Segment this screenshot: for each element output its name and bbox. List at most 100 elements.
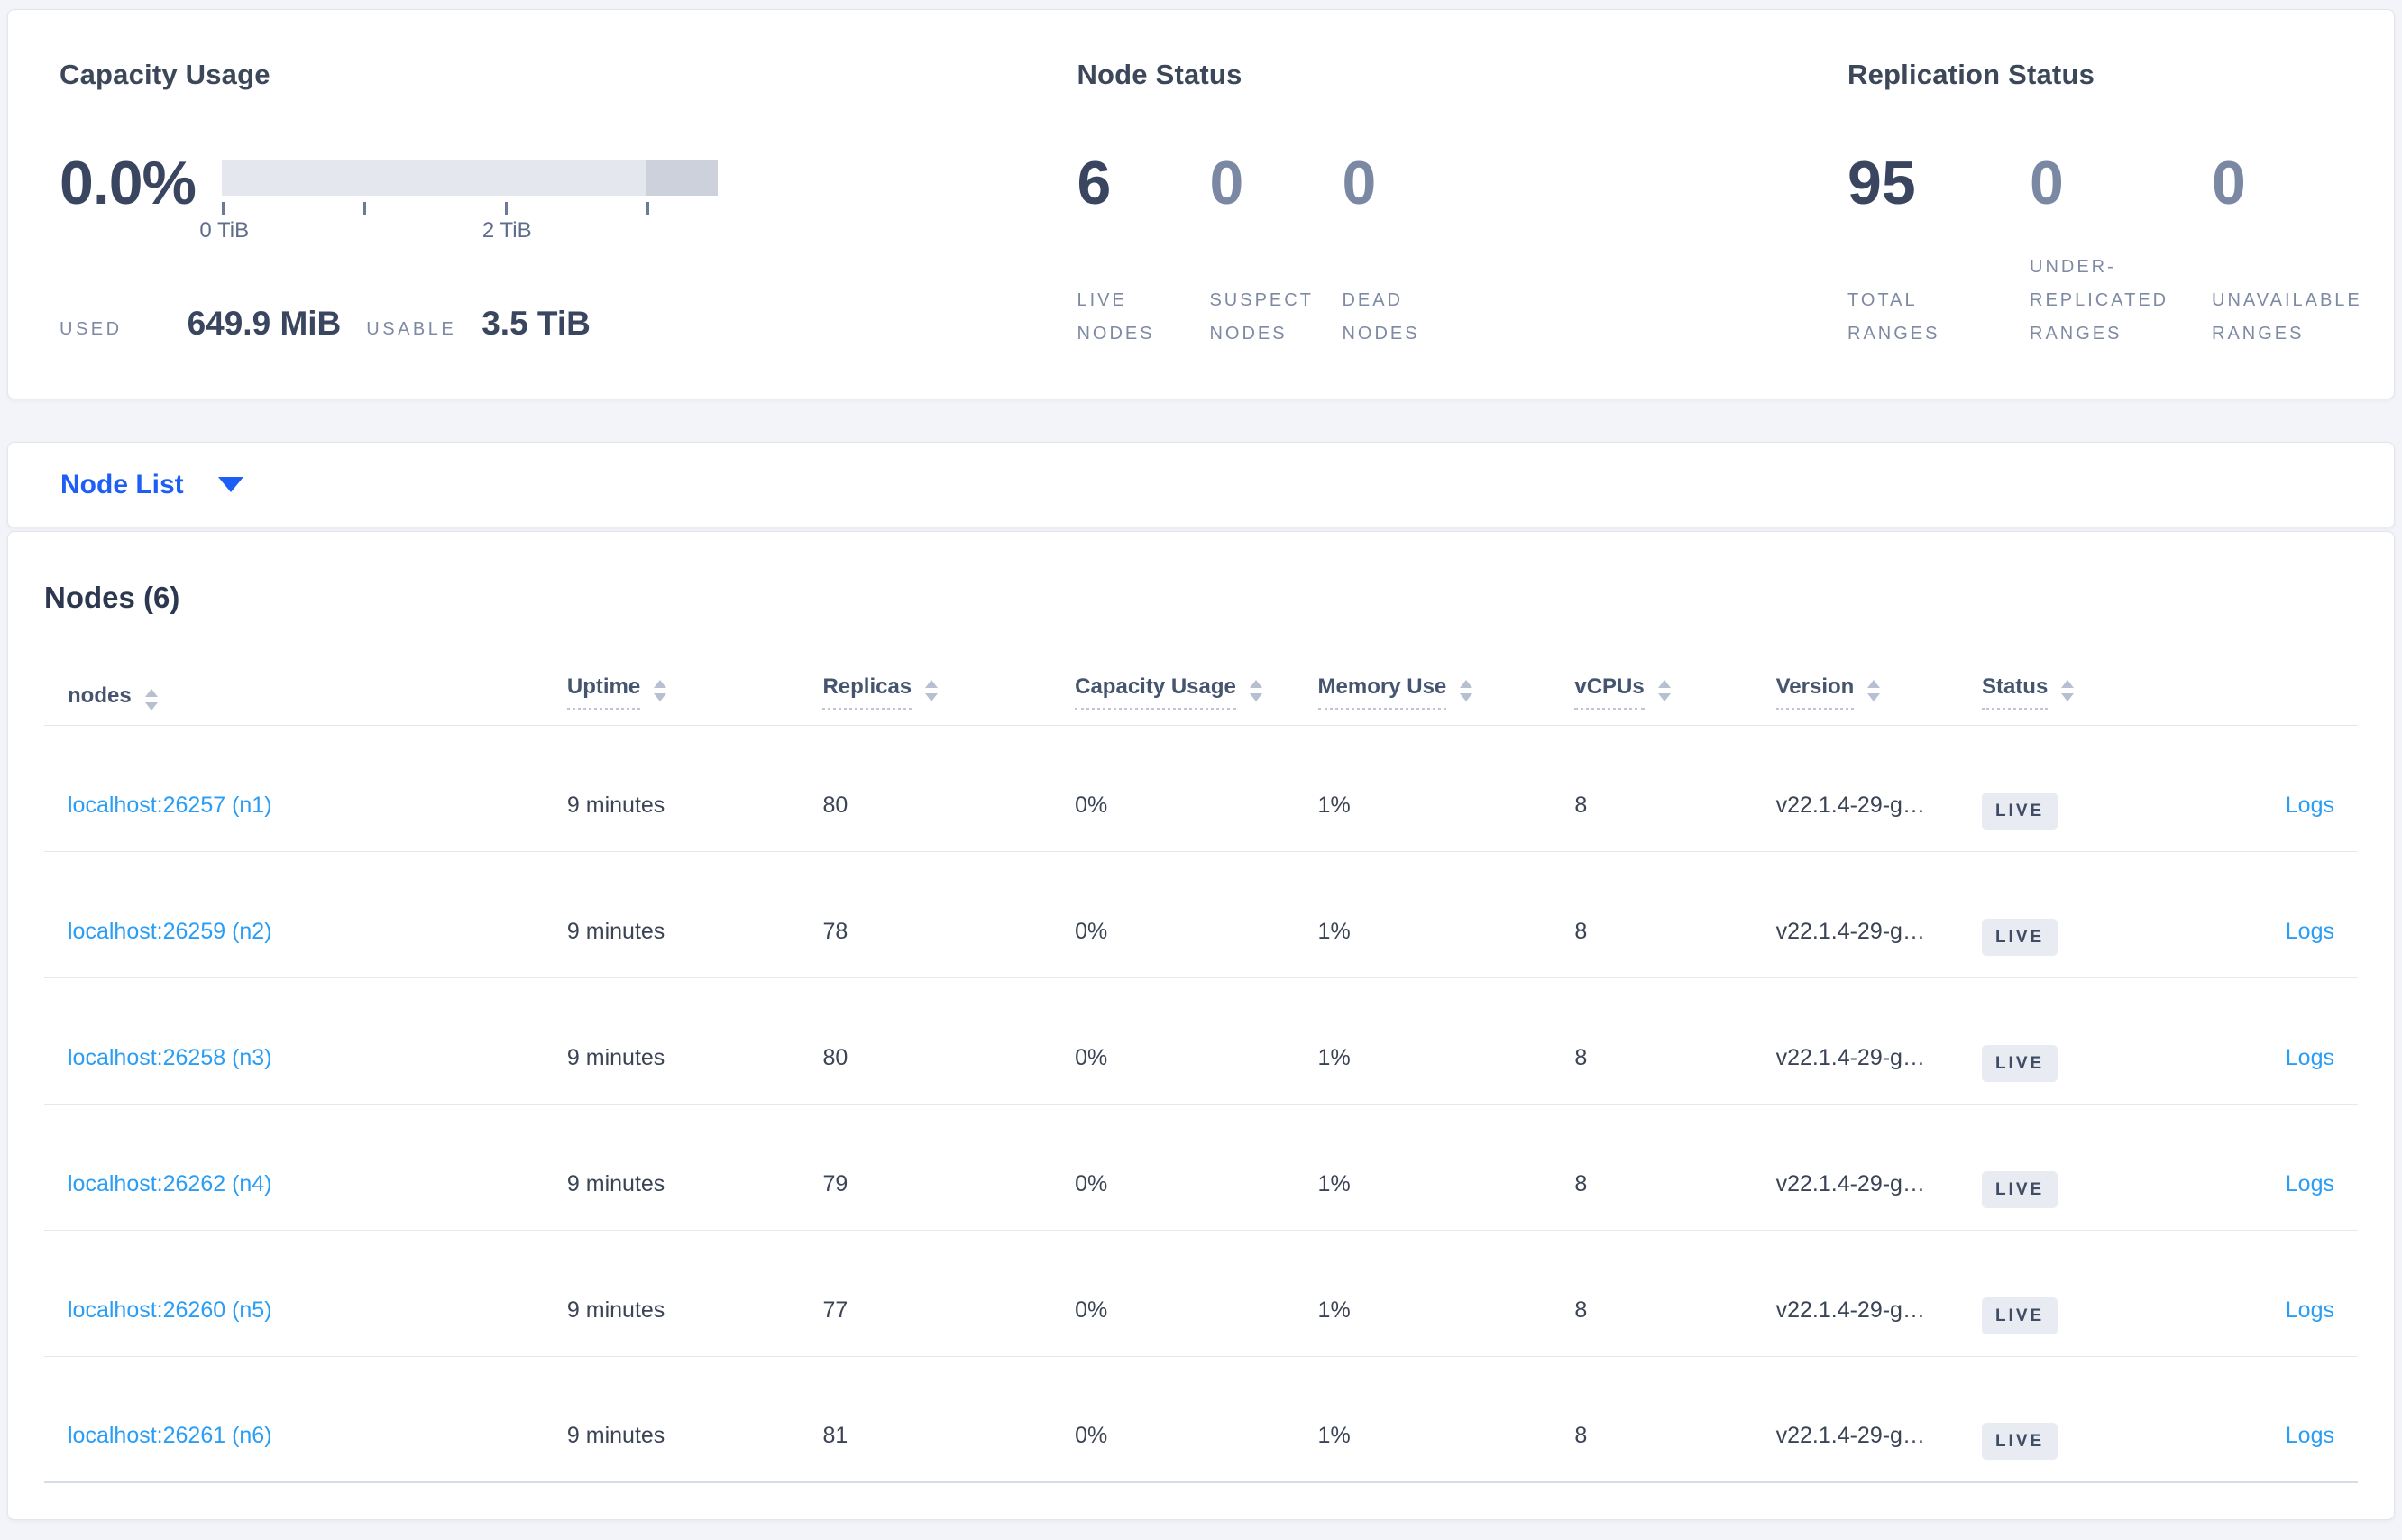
logs-link[interactable]: Logs [2285,918,2334,944]
replication-status-title: Replication Status [1847,59,2095,90]
vcpus-cell: 8 [1574,1230,1776,1357]
replicas-cell: 80 [822,725,1076,852]
column-header-nodes[interactable]: nodes [44,646,567,726]
sort-icon [144,688,158,710]
column-label: Status [1981,674,2049,710]
replicas-cell: 78 [822,851,1076,978]
column-label: Uptime [566,674,641,710]
axis-tick-label: 2 TiB [481,218,532,243]
cluster-summary-card: Capacity Usage 0.0% 0 TiB 2 TiB [7,9,2395,399]
replicas-cell: 80 [822,977,1076,1105]
axis-tick [505,202,509,215]
dead-nodes-value: 0 [1342,149,1377,217]
node-list-dropdown-label: Node List [60,469,184,500]
status-cell: LIVE [1981,725,2179,852]
version-cell: v22.1.4-29-g… [1775,1230,1982,1357]
logs-cell: Logs [2178,1356,2358,1483]
sort-icon [2061,679,2075,701]
node-address-link[interactable]: localhost:26258 (n3) [68,1044,272,1070]
unavailable-ranges-label: UNAVAILABLE RANGES [2212,290,2362,344]
column-header-logs [2178,646,2358,726]
vcpus-cell: 8 [1574,851,1776,978]
under-replicated-ranges-stat: 0 UNDER- REPLICATED RANGES [2030,149,2212,351]
capacity-bar-chart: 0 TiB 2 TiB [199,160,718,245]
logs-cell: Logs [2178,851,2358,978]
uptime-cell: 9 minutes [566,1230,823,1357]
used-value: 649.9 MiB [187,305,342,342]
column-label: Memory Use [1317,674,1447,710]
column-header-status[interactable]: Status [1981,646,2179,726]
logs-link[interactable]: Logs [2285,1297,2334,1323]
sort-icon [1249,679,1262,701]
table-row: localhost:26258 (n3) 9 minutes 80 0% 1% … [44,977,2358,1105]
capacity-usage-cell: 0% [1075,725,1318,852]
chevron-down-icon [217,477,243,492]
sort-icon [1867,679,1881,701]
nodes-table-card: Nodes (6) nodes Uptime Replicas [7,531,2395,1520]
sort-icon [925,679,939,701]
replicas-cell: 81 [822,1356,1076,1483]
node-cell: localhost:26259 (n2) [44,851,567,978]
suspect-nodes-value: 0 [1209,149,1244,217]
axis-tick [363,202,367,215]
table-row: localhost:26259 (n2) 9 minutes 78 0% 1% … [44,851,2358,978]
memory-use-cell: 1% [1317,1230,1575,1357]
capacity-bar [222,160,718,196]
table-header-row: nodes Uptime Replicas Capacity Usage Mem… [44,646,2358,726]
logs-link[interactable]: Logs [2285,1044,2334,1070]
node-address-link[interactable]: localhost:26262 (n4) [68,1170,272,1196]
uptime-cell: 9 minutes [566,851,823,978]
sort-icon [1657,679,1671,701]
column-header-version[interactable]: Version [1775,646,1982,726]
node-address-link[interactable]: localhost:26257 (n1) [68,792,272,818]
version-cell: v22.1.4-29-g… [1775,851,1982,978]
version-cell: v22.1.4-29-g… [1775,1104,1982,1231]
under-replicated-ranges-label: UNDER- REPLICATED RANGES [2030,257,2169,344]
status-badge: LIVE [1981,1423,2058,1460]
suspect-nodes-label: SUSPECT NODES [1209,290,1314,344]
total-ranges-label: TOTAL RANGES [1847,290,1940,344]
usable-label: USABLE [366,319,457,339]
total-ranges-value: 95 [1847,149,1916,217]
node-status-title: Node Status [1077,59,1242,90]
axis-tick [222,202,225,215]
status-cell: LIVE [1981,1104,2179,1231]
version-cell: v22.1.4-29-g… [1775,977,1982,1105]
node-address-link[interactable]: localhost:26259 (n2) [68,918,272,944]
nodes-table: nodes Uptime Replicas Capacity Usage Mem… [44,646,2358,1483]
table-row: localhost:26261 (n6) 9 minutes 81 0% 1% … [44,1356,2358,1483]
uptime-cell: 9 minutes [566,977,823,1105]
column-header-vcpus[interactable]: vCPUs [1574,646,1776,726]
node-address-link[interactable]: localhost:26261 (n6) [68,1423,272,1448]
capacity-usage-cell: 0% [1075,1356,1318,1483]
column-header-memory-use[interactable]: Memory Use [1317,646,1575,726]
node-list-dropdown[interactable]: Node List [60,470,243,500]
capacity-used-percent: 0.0% [60,149,197,217]
logs-link[interactable]: Logs [2285,1170,2334,1196]
logs-link[interactable]: Logs [2285,1423,2334,1448]
column-label: Replicas [822,674,912,710]
table-row: localhost:26257 (n1) 9 minutes 80 0% 1% … [44,725,2358,852]
column-header-uptime[interactable]: Uptime [566,646,823,726]
column-header-replicas[interactable]: Replicas [822,646,1076,726]
vcpus-cell: 8 [1574,977,1776,1105]
dead-nodes-stat: 0 DEAD NODES [1342,149,1474,351]
uptime-cell: 9 minutes [566,725,823,852]
node-address-link[interactable]: localhost:26260 (n5) [68,1297,272,1323]
capacity-usage-cell: 0% [1075,1230,1318,1357]
unavailable-ranges-stat: 0 UNAVAILABLE RANGES [2212,149,2394,351]
column-header-capacity-usage[interactable]: Capacity Usage [1075,646,1318,726]
memory-use-cell: 1% [1317,1356,1575,1483]
capacity-usage-title: Capacity Usage [60,59,270,90]
logs-link[interactable]: Logs [2285,792,2334,818]
logs-cell: Logs [2178,1230,2358,1357]
node-cell: localhost:26261 (n6) [44,1356,567,1483]
axis-tick-label: 0 TiB [199,218,250,243]
column-label: vCPUs [1574,674,1645,710]
status-badge: LIVE [1981,1044,2058,1082]
table-row: localhost:26262 (n4) 9 minutes 79 0% 1% … [44,1104,2358,1231]
status-badge: LIVE [1981,792,2058,830]
vcpus-cell: 8 [1574,1356,1776,1483]
status-badge: LIVE [1981,1297,2058,1334]
node-cell: localhost:26258 (n3) [44,977,567,1105]
